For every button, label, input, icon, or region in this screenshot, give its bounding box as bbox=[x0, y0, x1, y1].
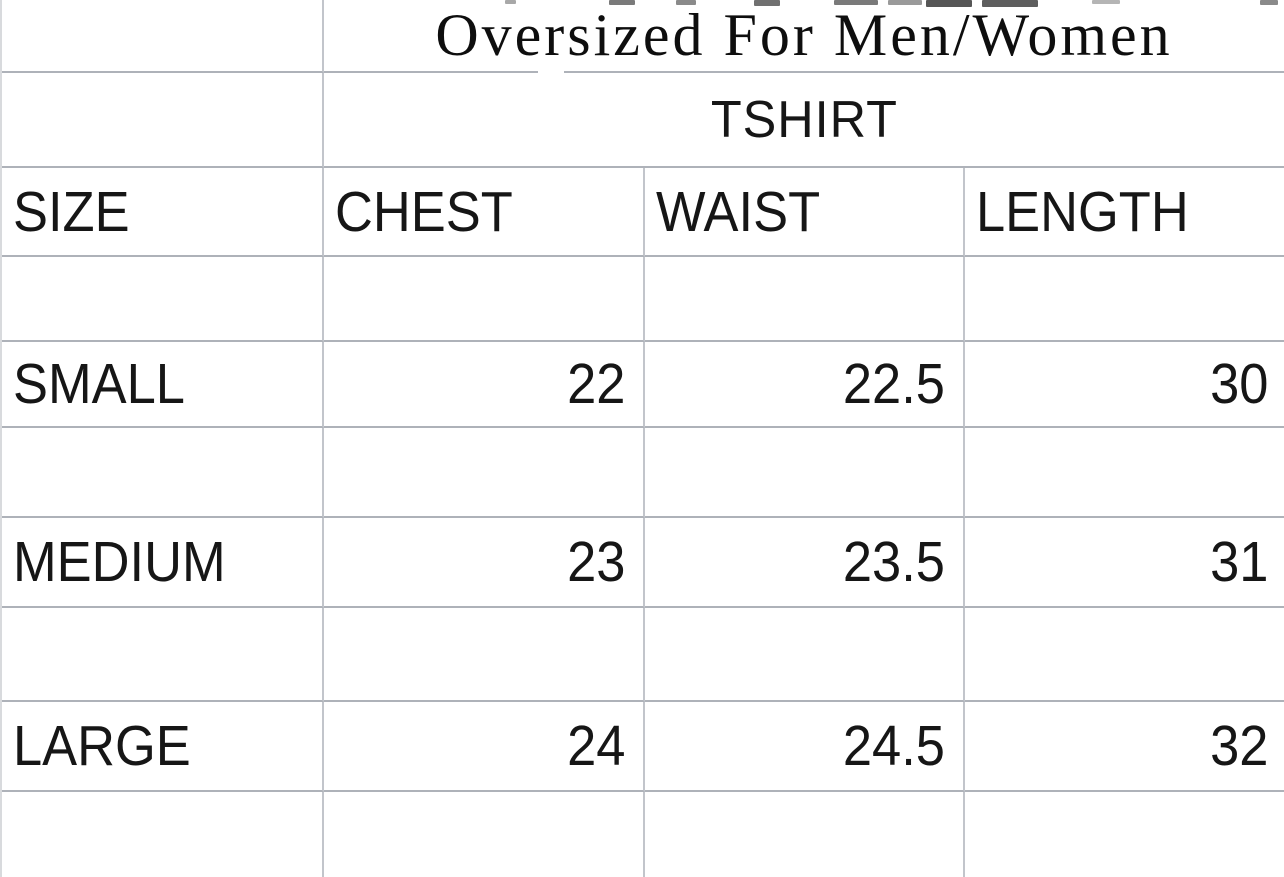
empty-cell bbox=[2, 0, 324, 73]
empty-cell bbox=[2, 608, 324, 702]
empty-cell bbox=[2, 73, 324, 168]
header-cell-waist: WAIST bbox=[645, 168, 965, 257]
row-small-chest-value: 22 bbox=[324, 342, 645, 428]
empty-cell bbox=[324, 428, 645, 518]
empty-cell bbox=[965, 428, 1284, 518]
empty-cell bbox=[324, 257, 645, 342]
row-large-waist-value: 24.5 bbox=[645, 702, 965, 792]
row-medium-length-value: 31 bbox=[965, 518, 1284, 608]
chart-subtitle: TSHIRT bbox=[324, 73, 1284, 168]
gridline-gap-artifact bbox=[538, 70, 564, 82]
cropped-text-artifact bbox=[926, 0, 972, 7]
row-small-waist-value: 22.5 bbox=[645, 342, 965, 428]
row-large-size-label: LARGE bbox=[2, 702, 324, 792]
empty-cell bbox=[324, 608, 645, 702]
cropped-text-artifact bbox=[834, 0, 878, 5]
empty-cell bbox=[2, 428, 324, 518]
row-large-chest-value: 24 bbox=[324, 702, 645, 792]
cropped-text-artifact bbox=[982, 0, 1038, 7]
empty-cell bbox=[965, 257, 1284, 342]
empty-cell bbox=[965, 792, 1284, 877]
empty-cell bbox=[645, 257, 965, 342]
cropped-text-artifact bbox=[505, 0, 516, 4]
empty-cell bbox=[324, 792, 645, 877]
cropped-text-artifact bbox=[754, 0, 780, 6]
cropped-text-artifact bbox=[888, 0, 922, 5]
row-medium-waist-value: 23.5 bbox=[645, 518, 965, 608]
empty-cell bbox=[2, 792, 324, 877]
cropped-text-artifact bbox=[1260, 0, 1278, 5]
row-small-length-value: 30 bbox=[965, 342, 1284, 428]
empty-cell bbox=[965, 608, 1284, 702]
header-cell-size: SIZE bbox=[2, 168, 324, 257]
row-medium-chest-value: 23 bbox=[324, 518, 645, 608]
chart-title: Oversized For Men/Women bbox=[324, 0, 1284, 73]
row-large-length-value: 32 bbox=[965, 702, 1284, 792]
cropped-text-artifact bbox=[676, 0, 696, 5]
cropped-text-artifact bbox=[609, 0, 635, 5]
empty-cell bbox=[2, 257, 324, 342]
empty-cell bbox=[645, 792, 965, 877]
cropped-text-artifact bbox=[1092, 0, 1120, 4]
empty-cell bbox=[645, 608, 965, 702]
row-medium-size-label: MEDIUM bbox=[2, 518, 324, 608]
empty-cell bbox=[645, 428, 965, 518]
header-cell-length: LENGTH bbox=[965, 168, 1284, 257]
chart-subtitle-text: TSHIRT bbox=[710, 90, 898, 149]
header-cell-chest: CHEST bbox=[324, 168, 645, 257]
row-small-size-label: SMALL bbox=[2, 342, 324, 428]
